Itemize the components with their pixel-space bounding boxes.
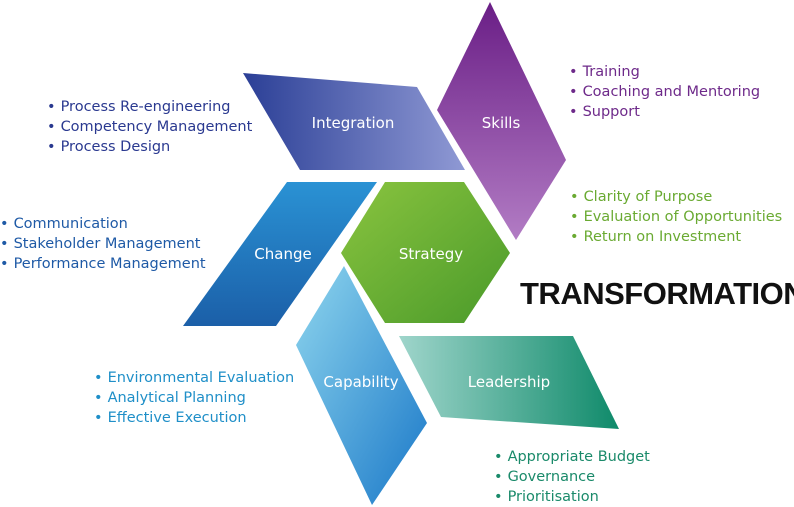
skills-bullets: Training Coaching and Mentoring Support (569, 62, 761, 122)
bullet-item: Performance Management (0, 254, 206, 274)
bullet-item: Evaluation of Opportunities (570, 207, 783, 227)
bullet-item: Governance (494, 467, 650, 487)
bullet-item: Process Design (47, 137, 252, 157)
integration-segment (243, 73, 465, 170)
diagram-title: TRANSFORMATION (520, 276, 794, 311)
bullet-item: Prioritisation (494, 487, 650, 507)
skills-segment (437, 2, 566, 240)
bullet-item: Coaching and Mentoring (569, 82, 761, 102)
capability-segment (296, 266, 427, 505)
change-segment (183, 182, 377, 326)
leadership-segment (399, 336, 619, 429)
change-bullets: Communication Stakeholder Management Per… (0, 214, 206, 274)
skills-label: Skills (482, 114, 521, 132)
integration-label: Integration (312, 114, 395, 132)
change-label: Change (254, 245, 311, 263)
bullet-item: Return on Investment (570, 227, 782, 247)
bullet-item: Analytical Planning (94, 388, 294, 408)
leadership-label: Leadership (468, 373, 550, 391)
bullet-item: Process Re-engineering (47, 97, 252, 117)
bullet-item: Competency Management (47, 117, 253, 137)
integration-bullets: Process Re-engineering Competency Manage… (47, 97, 253, 157)
bullet-item: Effective Execution (94, 408, 294, 428)
capability-label: Capability (323, 373, 398, 391)
bullet-item: Environmental Evaluation (94, 368, 295, 388)
strategy-segment (341, 182, 510, 323)
bullet-item: Appropriate Budget (494, 447, 650, 467)
strategy-bullets: Clarity of Purpose Evaluation of Opportu… (570, 187, 783, 247)
leadership-bullets: Appropriate Budget Governance Prioritisa… (494, 447, 650, 507)
bullet-item: Training (569, 62, 760, 82)
bullet-item: Support (569, 102, 760, 122)
strategy-label: Strategy (399, 245, 463, 263)
bullet-item: Clarity of Purpose (570, 187, 782, 207)
bullet-item: Communication (0, 214, 206, 234)
capability-bullets: Environmental Evaluation Analytical Plan… (94, 368, 295, 428)
bullet-item: Stakeholder Management (0, 234, 206, 254)
